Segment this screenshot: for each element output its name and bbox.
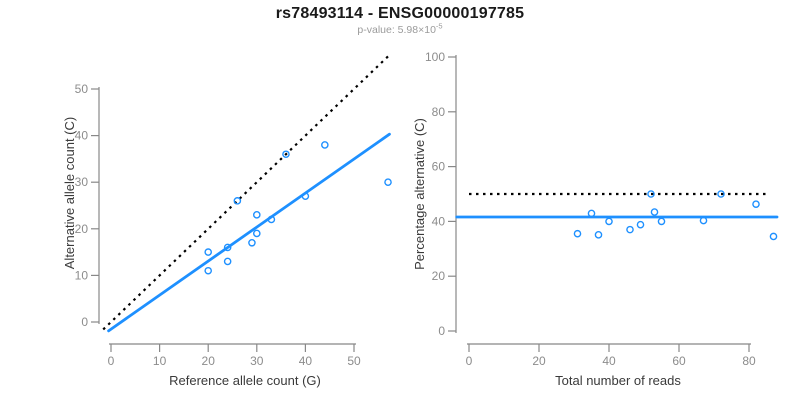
data-point [223,257,232,266]
data-point [321,141,329,149]
data-point [752,200,760,208]
data-point [647,190,655,198]
x-tick-label: 20 [532,354,546,368]
data-point [267,215,276,224]
y-axis-title: Alternative allele count (C) [62,117,77,269]
data-point [301,192,310,200]
y-tick-label: 60 [432,160,446,174]
y-tick-label: 20 [75,222,89,236]
x-tick-label: 10 [153,354,167,368]
x-tick-label: 40 [602,354,616,368]
data-point [650,208,659,216]
data-point [573,229,582,238]
data-point [587,209,596,218]
data-point [657,217,666,226]
x-tick-label: 50 [347,354,361,368]
x-tick-label: 20 [202,354,216,368]
data-point [233,197,242,205]
figure-title: rs78493114 - ENSG00000197785 [275,5,525,22]
y-tick-label: 80 [432,105,446,119]
data-point [717,190,725,198]
data-point [769,232,778,241]
data-point [223,243,232,252]
x-tick-label: 60 [672,354,686,368]
data-point [204,248,212,256]
data-point [699,216,708,225]
data-point [626,225,634,234]
figure-subtitle: p-value: 5.98×10-5 [0,21,800,36]
reference-dotted-line [102,53,391,331]
y-axis-title: Percentage alternative (C) [412,118,427,270]
data-point [282,150,290,159]
fit-line [107,132,391,333]
y-tick-label: 10 [75,268,89,282]
data-point [636,220,645,229]
x-tick-label: 30 [250,354,264,368]
y-tick-label: 0 [438,324,445,338]
x-tick-label: 0 [466,354,473,368]
x-tick-label: 0 [108,354,115,368]
y-tick-label: 50 [75,82,89,96]
x-tick-label: 80 [742,354,756,368]
x-tick-label: 40 [299,354,313,368]
y-tick-label: 100 [425,50,445,64]
pvalue-text: p-value: 5.98×10 [357,24,436,36]
data-point [594,231,603,239]
x-axis-title: Reference allele count (G) [169,373,321,388]
data-point [252,229,261,238]
data-point [605,217,613,226]
data-point [204,266,212,275]
data-point [248,238,256,247]
pvalue-exponent: -5 [435,21,443,31]
data-point [252,211,261,219]
data-point [384,178,392,186]
y-tick-label: 40 [432,214,446,228]
y-tick-label: 40 [75,129,89,143]
x-axis-title: Total number of reads [555,373,681,388]
y-tick-label: 30 [75,175,89,189]
y-tick-label: 20 [432,269,446,283]
y-tick-label: 0 [81,315,88,329]
